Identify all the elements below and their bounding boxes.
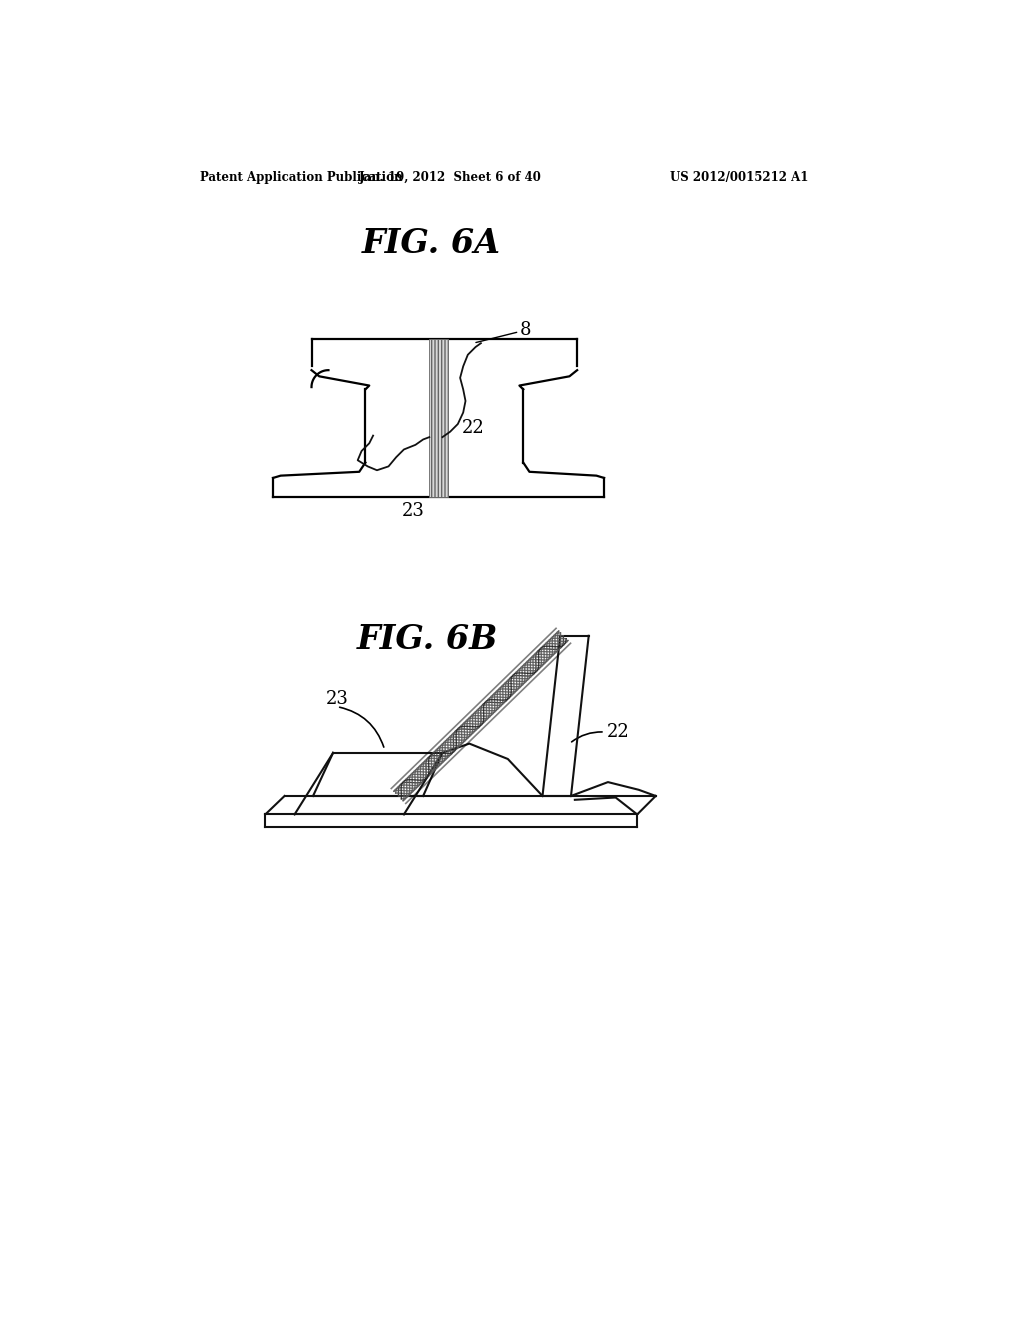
Bar (429, 339, 447, 498)
Text: 22: 22 (606, 723, 629, 741)
Text: Jan. 19, 2012  Sheet 6 of 40: Jan. 19, 2012 Sheet 6 of 40 (358, 172, 542, 185)
Text: 23: 23 (401, 502, 425, 520)
Text: 23: 23 (326, 690, 348, 708)
Text: FIG. 6B: FIG. 6B (356, 623, 498, 656)
Text: FIG. 6A: FIG. 6A (361, 227, 501, 260)
FancyArrowPatch shape (571, 731, 602, 742)
Text: 8: 8 (519, 321, 530, 339)
Text: 22: 22 (462, 418, 484, 437)
FancyArrowPatch shape (340, 708, 384, 747)
Text: Patent Application Publication: Patent Application Publication (200, 172, 402, 185)
Text: US 2012/0015212 A1: US 2012/0015212 A1 (670, 172, 808, 185)
